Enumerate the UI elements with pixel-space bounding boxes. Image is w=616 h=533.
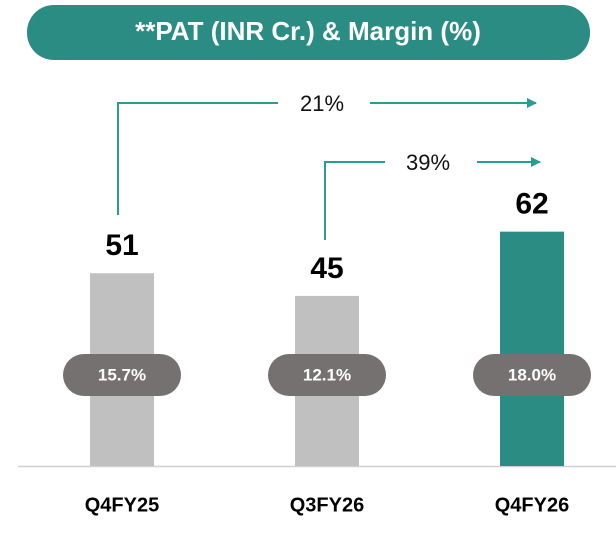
x-tick-label: Q4FY26: [495, 494, 569, 516]
margin-label: 15.7%: [98, 365, 146, 384]
value-label: 45: [310, 252, 343, 285]
x-tick-label: Q4FY25: [85, 494, 159, 516]
connector: [324, 161, 385, 240]
chart-title: **PAT (INR Cr.) & Margin (%): [135, 16, 481, 46]
title-banner: [27, 5, 590, 60]
margin-pill: [268, 354, 386, 396]
margin-label: 18.0%: [508, 365, 556, 384]
growth-label: 21%: [300, 91, 344, 116]
margin-pill: [63, 354, 181, 396]
margin-pill: [473, 354, 591, 396]
value-label: 51: [105, 229, 138, 262]
connector: [117, 102, 278, 215]
x-tick-label: Q3FY26: [290, 494, 364, 516]
bar: [500, 231, 564, 466]
growth-label: 39%: [406, 150, 450, 175]
margin-label: 12.1%: [303, 365, 351, 384]
value-label: 62: [515, 188, 548, 221]
